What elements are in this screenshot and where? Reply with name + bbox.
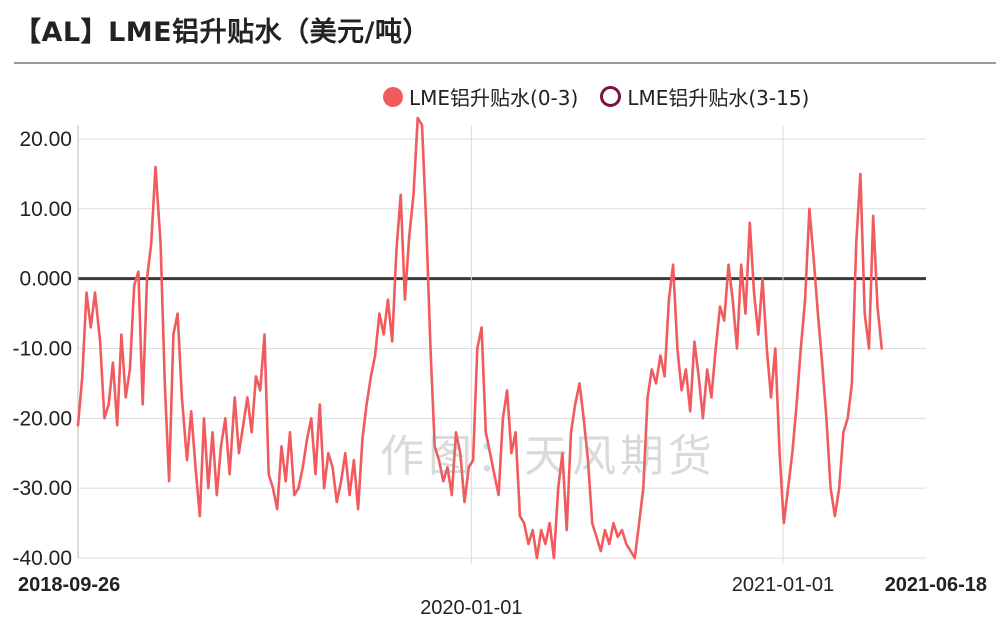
series-lines bbox=[76, 116, 883, 560]
title-divider bbox=[14, 62, 996, 64]
x-tick-label: 2021-01-01 bbox=[732, 574, 834, 596]
legend-label-3-15: LME铝升贴水(3-15) bbox=[627, 86, 810, 110]
x-tick-label: 2020-01-01 bbox=[420, 597, 522, 619]
chart-title: 【AL】LME铝升贴水（美元/吨） bbox=[14, 17, 430, 48]
grid-lines bbox=[77, 125, 926, 564]
y-tick-label: -30.00 bbox=[12, 477, 72, 500]
legend-label-0-3: LME铝升贴水(0-3) bbox=[409, 86, 579, 110]
y-axis-ticks: 20.00 10.00 0.000 -10.00 -20.00 -30.00 -40.00 bbox=[12, 128, 72, 570]
x-axis-ticks: 2018-09-26 2020-01-01 2021-01-01 2021-06-18 bbox=[18, 574, 987, 619]
legend-item-0-3[interactable]: LME铝升贴水(0-3) bbox=[383, 82, 578, 111]
legend: LME铝升贴水(0-3) LME铝升贴水(3-15) bbox=[383, 82, 809, 111]
y-tick-label: 0.000 bbox=[19, 268, 72, 291]
y-tick-label: 20.00 bbox=[19, 128, 72, 151]
y-tick-label: -40.00 bbox=[12, 547, 72, 570]
y-tick-label: 10.00 bbox=[19, 198, 72, 221]
y-tick-label: -10.00 bbox=[12, 337, 72, 360]
y-tick-label: -20.00 bbox=[12, 407, 72, 430]
x-tick-label: 2021-06-18 bbox=[885, 574, 987, 596]
legend-marker-filled-icon bbox=[383, 86, 403, 107]
legend-marker-hollow-icon bbox=[600, 86, 622, 107]
watermark: 作图：天风期货 bbox=[380, 431, 716, 482]
series-line-0 bbox=[76, 116, 883, 560]
x-tick-label: 2018-09-26 bbox=[18, 574, 120, 596]
legend-item-3-15[interactable]: LME铝升贴水(3-15) bbox=[600, 82, 809, 111]
